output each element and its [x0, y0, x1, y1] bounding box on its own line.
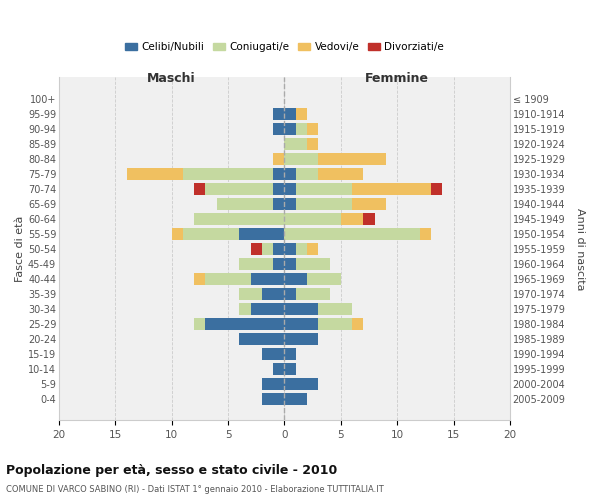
Bar	[307, 123, 318, 134]
Bar	[262, 348, 284, 360]
Bar	[284, 183, 296, 194]
Bar	[284, 213, 341, 224]
Bar	[284, 333, 318, 344]
Bar	[239, 333, 284, 344]
Bar	[172, 228, 183, 239]
Bar	[284, 258, 296, 270]
Text: Femmine: Femmine	[365, 72, 429, 86]
Bar	[127, 168, 183, 179]
Bar	[318, 303, 352, 314]
Bar	[352, 183, 431, 194]
Bar	[296, 198, 352, 209]
Bar	[431, 183, 442, 194]
Bar	[273, 108, 284, 120]
Bar	[307, 243, 318, 254]
Bar	[318, 318, 352, 330]
Bar	[284, 243, 296, 254]
Bar	[296, 108, 307, 120]
Bar	[352, 198, 386, 209]
Bar	[251, 303, 284, 314]
Bar	[318, 153, 386, 164]
Bar	[284, 363, 296, 374]
Y-axis label: Anni di nascita: Anni di nascita	[575, 208, 585, 290]
Bar	[307, 138, 318, 149]
Bar	[273, 363, 284, 374]
Bar	[239, 288, 262, 300]
Bar	[284, 288, 296, 300]
Bar	[251, 273, 284, 284]
Legend: Celibi/Nubili, Coniugati/e, Vedovi/e, Divorziati/e: Celibi/Nubili, Coniugati/e, Vedovi/e, Di…	[121, 38, 448, 56]
Bar	[262, 393, 284, 404]
Bar	[296, 243, 307, 254]
Bar	[296, 183, 352, 194]
Bar	[273, 198, 284, 209]
Bar	[284, 318, 318, 330]
Text: Maschi: Maschi	[148, 72, 196, 86]
Bar	[296, 258, 329, 270]
Bar	[318, 168, 364, 179]
Bar	[284, 168, 296, 179]
Bar	[205, 318, 284, 330]
Bar	[273, 243, 284, 254]
Bar	[273, 258, 284, 270]
Bar	[262, 288, 284, 300]
Bar	[273, 123, 284, 134]
Bar	[284, 273, 307, 284]
Bar	[183, 168, 273, 179]
Bar	[296, 123, 307, 134]
Bar	[352, 318, 364, 330]
Bar	[284, 108, 296, 120]
Bar	[296, 168, 318, 179]
Bar	[262, 243, 273, 254]
Bar	[284, 123, 296, 134]
Bar	[307, 273, 341, 284]
Bar	[239, 228, 284, 239]
Bar	[194, 273, 205, 284]
Bar	[420, 228, 431, 239]
Bar	[364, 213, 374, 224]
Bar	[284, 348, 296, 360]
Text: Popolazione per età, sesso e stato civile - 2010: Popolazione per età, sesso e stato civil…	[6, 464, 337, 477]
Bar	[284, 228, 420, 239]
Y-axis label: Fasce di età: Fasce di età	[15, 216, 25, 282]
Bar	[273, 153, 284, 164]
Bar	[284, 393, 307, 404]
Text: COMUNE DI VARCO SABINO (RI) - Dati ISTAT 1° gennaio 2010 - Elaborazione TUTTITAL: COMUNE DI VARCO SABINO (RI) - Dati ISTAT…	[6, 485, 384, 494]
Bar	[217, 198, 273, 209]
Bar	[284, 198, 296, 209]
Bar	[284, 153, 318, 164]
Bar	[262, 378, 284, 390]
Bar	[284, 138, 307, 149]
Bar	[205, 273, 251, 284]
Bar	[273, 168, 284, 179]
Bar	[273, 183, 284, 194]
Bar	[205, 183, 273, 194]
Bar	[194, 213, 284, 224]
Bar	[194, 183, 205, 194]
Bar	[284, 378, 318, 390]
Bar	[239, 258, 273, 270]
Bar	[239, 303, 251, 314]
Bar	[251, 243, 262, 254]
Bar	[284, 303, 318, 314]
Bar	[296, 288, 329, 300]
Bar	[194, 318, 205, 330]
Bar	[183, 228, 239, 239]
Bar	[341, 213, 364, 224]
